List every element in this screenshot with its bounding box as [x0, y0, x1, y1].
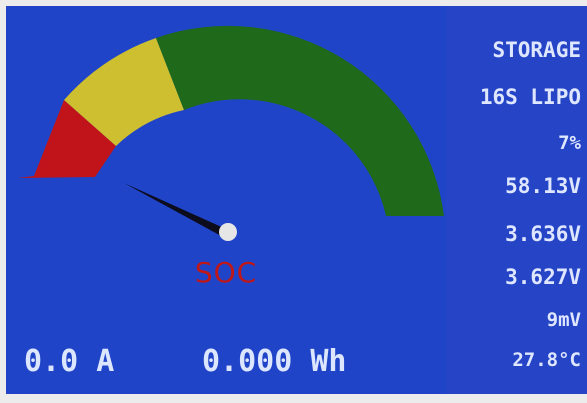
- gauge-zone-green: [156, 25, 444, 217]
- temperature: 27.8°C: [512, 349, 581, 371]
- status-panel: STORAGE 16S LIPO 7% 58.13V 3.636V 3.627V…: [446, 6, 587, 394]
- current-reading: 0.0 A: [24, 344, 115, 379]
- gauge-zone-yellow: [64, 38, 184, 146]
- gauge-zone-red: [18, 100, 116, 178]
- soc-gauge: [18, 25, 444, 241]
- mode-label: STORAGE: [492, 38, 581, 62]
- energy-reading: 0.000 Wh: [202, 344, 347, 379]
- gauge-needle: [124, 183, 226, 237]
- gauge-hub: [219, 223, 237, 241]
- max-cell-voltage: 3.636V: [505, 222, 581, 246]
- battery-type: 16S LIPO: [479, 85, 581, 109]
- cell-delta: 9mV: [546, 309, 581, 331]
- soc-label: SOC: [194, 256, 258, 289]
- display-screen: SOC 0.0 A 0.000 Wh STORAGE 16S LIPO 7% 5…: [6, 6, 587, 394]
- soc-percent: 7%: [558, 132, 581, 154]
- pack-voltage: 58.13V: [505, 174, 581, 198]
- gauge-panel: SOC 0.0 A 0.000 Wh: [6, 6, 446, 394]
- min-cell-voltage: 3.627V: [505, 265, 581, 289]
